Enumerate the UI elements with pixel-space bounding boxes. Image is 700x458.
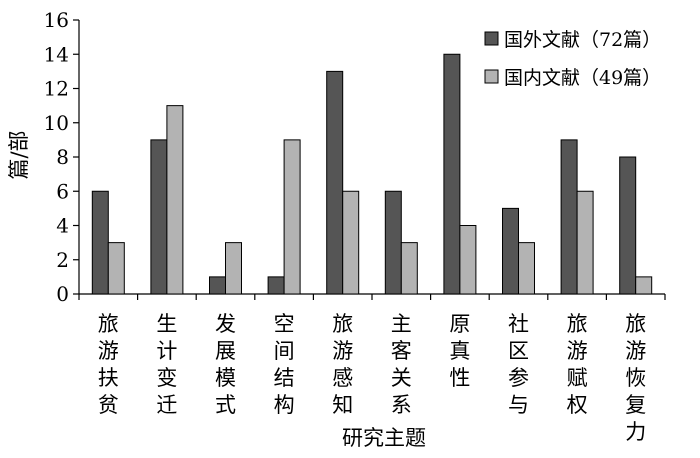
- category-label: 原真性: [449, 312, 470, 390]
- bar-domestic: [107, 242, 125, 295]
- bar-domestic: [166, 105, 184, 295]
- legend-swatch-domestic: [484, 69, 499, 84]
- category-label: 旅游扶贫: [98, 312, 119, 417]
- y-tick-label: 8: [56, 145, 69, 169]
- y-tick-labels: 0 2 4 6 8 10 12 14 16: [44, 8, 69, 306]
- bar-domestic: [225, 242, 242, 295]
- bar-foreign: [384, 190, 402, 295]
- bar-foreign: [209, 276, 226, 295]
- bar-domestic: [342, 190, 360, 295]
- bar-foreign: [267, 276, 285, 295]
- y-tick-label: 6: [56, 179, 69, 203]
- category-label: 生计变迁: [156, 312, 177, 417]
- category-label: 旅游恢复力: [625, 312, 646, 444]
- x-axis-title: 研究主题: [342, 426, 426, 450]
- y-tick-label: 10: [44, 111, 69, 135]
- y-tick-label: 16: [44, 8, 69, 32]
- bar-domestic: [518, 242, 535, 295]
- bar-foreign: [502, 207, 519, 295]
- bar-domestic: [576, 190, 594, 295]
- bar-domestic: [400, 242, 418, 295]
- y-tick-label: 14: [44, 42, 69, 66]
- legend-label-domestic: 国内文献（49篇）: [504, 67, 661, 89]
- y-tick-label: 2: [56, 248, 69, 272]
- bar-foreign: [326, 70, 344, 295]
- bar-domestic: [635, 276, 653, 295]
- y-tick-label: 0: [56, 282, 69, 306]
- y-axis-title: 篇/部: [7, 130, 31, 179]
- category-label: 发展模式: [215, 312, 236, 417]
- category-label: 主客关系: [391, 312, 412, 417]
- bar-foreign: [91, 190, 109, 295]
- y-tick-label: 12: [44, 77, 69, 101]
- bar-foreign: [443, 53, 461, 295]
- bar-foreign: [560, 139, 578, 295]
- category-label: 空间结构: [274, 312, 295, 417]
- chart-bars: [91, 53, 653, 295]
- bar-domestic: [283, 139, 301, 295]
- legend-swatch-foreign: [484, 31, 499, 46]
- y-tick-label: 4: [56, 214, 69, 238]
- category-label: 旅游感知: [332, 312, 353, 417]
- legend-label-foreign: 国外文献（72篇）: [504, 29, 661, 51]
- category-label: 社区参与: [508, 312, 529, 417]
- bar-domestic: [459, 225, 477, 295]
- chart-legend: 国外文献（72篇） 国内文献（49篇）: [484, 29, 661, 89]
- bar-foreign: [150, 139, 168, 295]
- bar-foreign: [619, 156, 637, 295]
- category-label: 旅游赋权: [567, 312, 588, 417]
- category-labels: 旅游扶贫 生计变迁 发展模式 空间结构 旅游感知 主客关系 原真性 社区参与 旅游赋权 旅游恢复力: [98, 312, 646, 444]
